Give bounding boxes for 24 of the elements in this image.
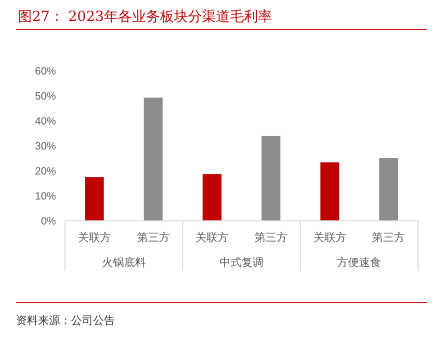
text: 方便速食	[337, 256, 382, 269]
bar	[262, 136, 280, 221]
x-tick-label: 关联方	[313, 231, 346, 244]
bar	[379, 158, 398, 221]
y-tick-label: 20%	[34, 166, 56, 178]
x-tick-label: 第三方	[372, 231, 406, 244]
bar	[202, 174, 222, 221]
bar	[85, 177, 104, 221]
text: 火锅底料	[102, 256, 146, 269]
y-tick-label: 50%	[34, 90, 56, 102]
text: 资料来源：公司公告	[16, 314, 115, 327]
y-tick-label: 0%	[40, 216, 56, 228]
x-tick-label: 关联方	[78, 231, 111, 244]
x-tick-label: 第三方	[254, 231, 288, 244]
bar	[320, 162, 340, 221]
bar	[144, 98, 163, 221]
y-tick-label: 40%	[34, 115, 56, 128]
chart-title: 图27： 2023年各业务板块分渠道毛利率	[18, 9, 272, 25]
x-tick-label: 第三方	[136, 231, 170, 244]
text: 中式复调	[220, 256, 264, 269]
y-tick-label: 60%	[34, 65, 56, 78]
y-tick-label: 10%	[34, 190, 56, 203]
x-tick-label: 关联方	[196, 231, 229, 244]
y-tick-label: 30%	[34, 140, 56, 152]
